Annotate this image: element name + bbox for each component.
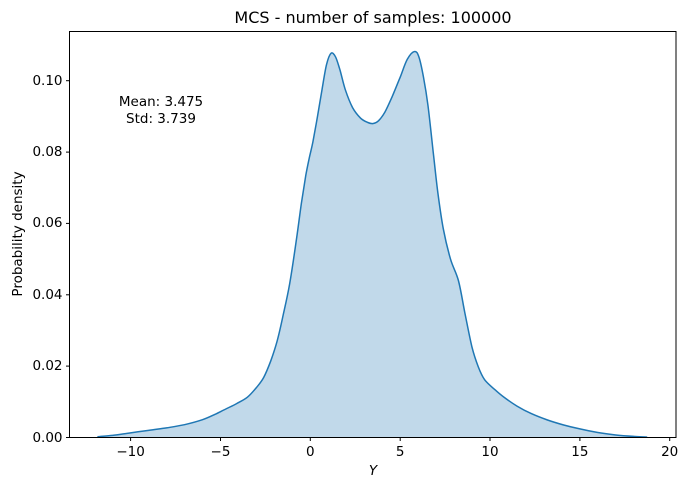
std-annotation-line: Std: 3.739 [126,111,196,127]
mean-annotation-line: Mean: 3.475 [118,94,204,110]
x-tick-label: −5 [210,444,231,460]
x-tick-label: 5 [395,444,405,460]
x-tick-label: 0 [306,444,315,460]
density-fill [97,51,648,438]
y-tick-label: 0.02 [32,358,63,375]
x-tick-label: 20 [661,444,679,460]
x-tick-label: 15 [571,444,589,460]
chart-title: MCS - number of samples: 100000 [234,8,512,27]
x-tick-label: −10 [116,444,145,460]
axes-border [69,31,677,438]
y-tick-label: 0.00 [32,429,63,446]
y-tick-label: 0.04 [32,286,63,303]
y-tick-label: 0.08 [32,144,63,161]
y-tick-label: 0.06 [32,215,63,232]
stats-annotation: Mean: 3.475 Std: 3.739 [119,94,203,128]
density-line [97,50,648,438]
x-axis-label: Y [368,463,378,479]
x-tick-label: 10 [481,444,499,460]
y-tick-label: 0.10 [32,72,63,89]
